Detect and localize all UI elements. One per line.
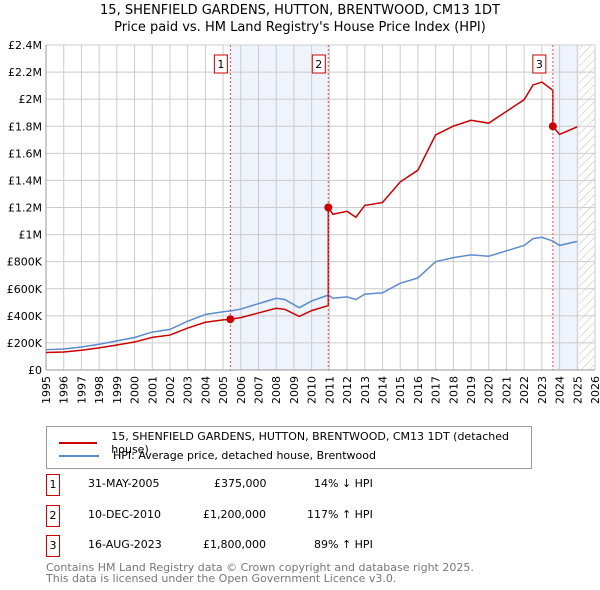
legend-property: 15, SHENFIELD GARDENS, HUTTON, BRENTWOOD… (111, 430, 510, 456)
x-tick-label: 2002 (164, 376, 177, 404)
y-tick-label: £800K (7, 256, 43, 269)
x-tick-label: 2021 (500, 376, 513, 404)
legend-hpi: HPI: Average price, detached house, Bren… (113, 449, 376, 462)
sale-row: 2 10-DEC-2010 £1,200,000 117% ↑ HPI (46, 505, 446, 527)
y-tick-label: £200K (7, 337, 43, 350)
y-tick-label: £1.8M (8, 120, 42, 133)
x-tick-label: 2001 (146, 376, 159, 404)
x-tick-label: 2020 (483, 376, 496, 404)
sale-number: 1 (46, 474, 60, 496)
x-tick-label: 2012 (341, 376, 354, 404)
sale-row: 1 31-MAY-2005 £375,000 14% ↓ HPI (46, 474, 446, 496)
sale-label: 3 (536, 58, 543, 71)
x-tick-label: 2011 (323, 376, 336, 404)
footer-copyright: Contains HM Land Registry data © Crown c… (46, 561, 474, 574)
footer-licence: This data is licensed under the Open Gov… (46, 572, 397, 585)
x-tick-label: 1998 (93, 376, 106, 404)
chart-subtitle: Price paid vs. HM Land Registry's House … (114, 20, 486, 35)
y-tick-label: £1.4M (8, 174, 42, 187)
x-tick-label: 2016 (412, 376, 425, 404)
x-tick-label: 2017 (430, 376, 443, 404)
sale-price: £375,000 (214, 477, 267, 490)
x-tick-label: 2005 (217, 376, 230, 404)
x-tick-label: 2003 (182, 376, 195, 404)
x-tick-label: 1999 (111, 376, 124, 404)
sale-number: 3 (46, 535, 60, 557)
x-tick-label: 2009 (288, 376, 301, 404)
x-tick-label: 2013 (359, 376, 372, 404)
sale-label-box (213, 54, 228, 74)
y-tick-label: £2.4M (8, 39, 42, 52)
y-tick-label: £1M (19, 229, 43, 242)
x-tick-label: 2026 (589, 376, 600, 404)
x-tick-label: 2006 (235, 376, 248, 404)
x-tick-label: 2014 (376, 376, 389, 404)
legend-swatch-property (59, 442, 98, 444)
x-tick-label: 2022 (518, 376, 531, 404)
sale-hpi: 117% ↑ HPI (307, 508, 373, 521)
y-tick-label: £1.6M (8, 147, 42, 160)
x-tick-label: 2004 (199, 376, 212, 404)
x-tick-label: 2018 (447, 376, 460, 404)
y-tick-label: £600K (7, 283, 43, 296)
y-tick-label: £2.2M (8, 66, 42, 79)
x-tick-label: 1996 (58, 376, 71, 404)
sale-price: £1,200,000 (203, 508, 266, 521)
y-tick-label: £0 (28, 364, 42, 377)
sale-hpi: 89% ↑ HPI (314, 538, 373, 551)
sale-point (324, 203, 333, 212)
sale-date: 16-AUG-2023 (88, 538, 162, 551)
x-tick-label: 2024 (554, 376, 567, 404)
x-tick-label: 2025 (571, 376, 584, 404)
chart-title: 15, SHENFIELD GARDENS, HUTTON, BRENTWOOD… (100, 3, 500, 18)
sale-date: 10-DEC-2010 (88, 508, 162, 521)
y-tick-label: £2M (19, 93, 43, 106)
x-tick-label: 2000 (129, 376, 142, 404)
x-tick-label: 2019 (465, 376, 478, 404)
x-tick-label: 2007 (253, 376, 266, 404)
sale-number: 2 (46, 505, 60, 527)
y-tick-label: £400K (7, 310, 43, 323)
sale-row: 3 16-AUG-2023 £1,800,000 89% ↑ HPI (46, 535, 446, 557)
sale-label-box (532, 54, 547, 74)
x-tick-label: 1997 (75, 376, 88, 404)
sale-hpi: 14% ↓ HPI (314, 477, 373, 490)
sale-date: 31-MAY-2005 (88, 477, 160, 490)
sale-label-box (311, 54, 326, 74)
x-tick-label: 2008 (270, 376, 283, 404)
sale-price: £1,800,000 (203, 538, 266, 551)
price-chart: 1995 1996 1997 1998 1999 2000 2001 2002 2003 2004… (7, 39, 600, 404)
sale-label: 1 (217, 58, 224, 71)
legend: 15, SHENFIELD GARDENS, HUTTON, BRENTWOOD… (46, 426, 532, 469)
sale-point (226, 315, 235, 324)
x-tick-label: 2010 (306, 376, 319, 404)
y-tick-label: £1.2M (8, 202, 42, 215)
x-tick-label: 1995 (40, 376, 53, 404)
x-tick-label: 2015 (394, 376, 407, 404)
x-tick-label: 2023 (536, 376, 549, 404)
sale-point (548, 122, 557, 131)
legend-swatch-hpi (59, 454, 99, 457)
sale-label: 2 (315, 58, 322, 71)
